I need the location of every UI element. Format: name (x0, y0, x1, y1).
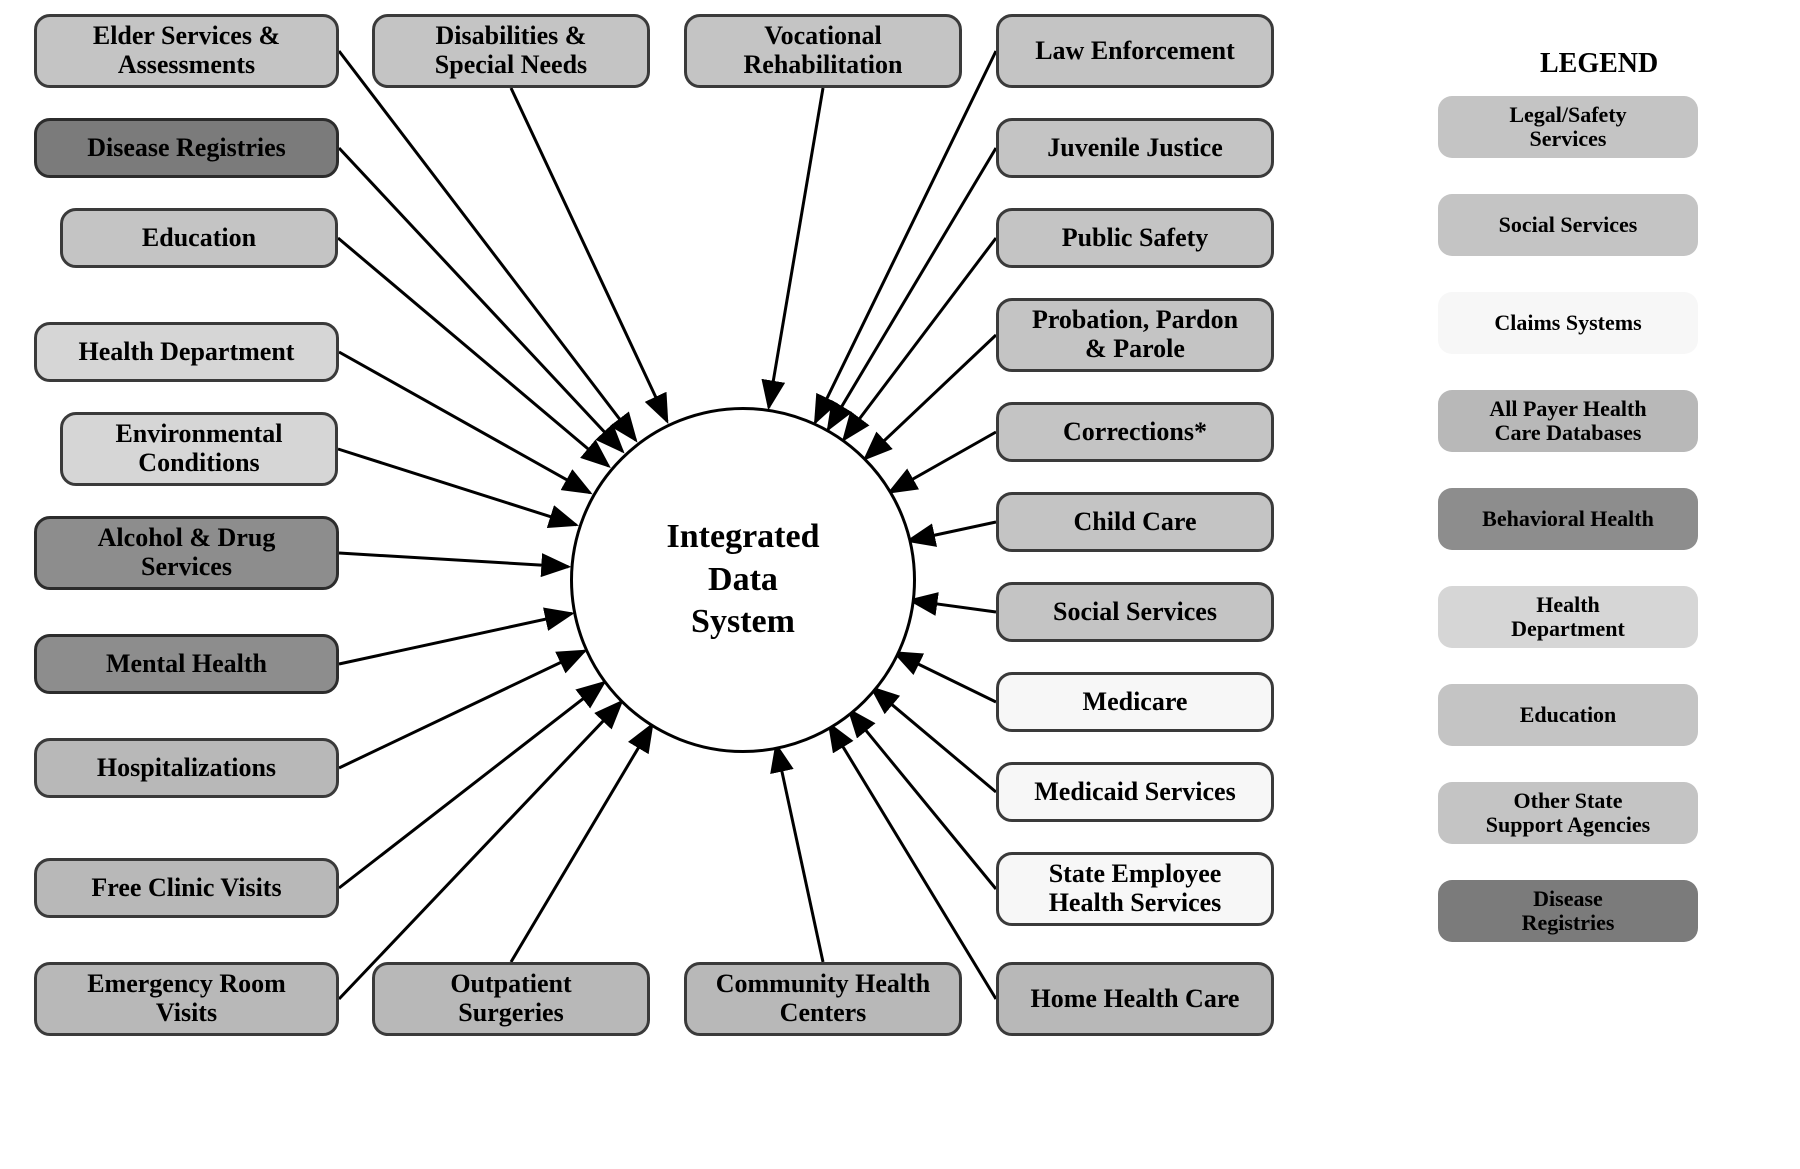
node-elder: Elder Services & Assessments (34, 14, 339, 88)
node-label: Disease Registries (87, 134, 286, 163)
node-label: Probation, Pardon & Parole (1032, 306, 1238, 363)
node-healthdept: Health Department (34, 322, 339, 382)
node-er: Emergency Room Visits (34, 962, 339, 1036)
arrow-childcare (908, 522, 996, 541)
node-label: Corrections* (1063, 418, 1207, 447)
node-label: Free Clinic Visits (91, 874, 281, 903)
node-label: Elder Services & Assessments (93, 22, 280, 79)
legend-item: Legal/Safety Services (1438, 96, 1698, 158)
legend-item: Education (1438, 684, 1698, 746)
node-label: Social Services (1053, 598, 1217, 627)
node-label: Law Enforcement (1035, 37, 1235, 66)
node-law: Law Enforcement (996, 14, 1274, 88)
arrow-medicaid (872, 688, 996, 792)
node-freeclinic: Free Clinic Visits (34, 858, 339, 918)
node-community: Community Health Centers (684, 962, 962, 1036)
arrow-mental (339, 613, 572, 664)
legend-item: Other State Support Agencies (1438, 782, 1698, 844)
node-label: Environmental Conditions (115, 420, 282, 477)
node-label: Mental Health (106, 650, 267, 679)
node-label: Medicare (1083, 688, 1188, 717)
center-circle: Integrated Data System (570, 407, 916, 753)
arrow-envcond (338, 449, 576, 525)
arrow-healthdept (339, 352, 590, 493)
legend-item: Social Services (1438, 194, 1698, 256)
node-disabilities: Disabilities & Special Needs (372, 14, 650, 88)
node-label: Child Care (1073, 508, 1196, 537)
arrow-pubsafety (844, 238, 996, 440)
node-label: Public Safety (1062, 224, 1209, 253)
legend-item: Disease Registries (1438, 880, 1698, 942)
arrow-disease_reg (339, 148, 623, 451)
arrow-law (815, 51, 996, 422)
center-label: Integrated Data System (667, 516, 820, 644)
node-childcare: Child Care (996, 492, 1274, 552)
node-outpatient: Outpatient Surgeries (372, 962, 650, 1036)
node-label: Hospitalizations (97, 754, 276, 783)
legend-item: All Payer Health Care Databases (1438, 390, 1698, 452)
legend-item: Health Department (1438, 586, 1698, 648)
node-label: Outpatient Surgeries (450, 970, 571, 1027)
node-alcohol: Alcohol & Drug Services (34, 516, 339, 590)
node-label: Medicaid Services (1034, 778, 1235, 807)
legend-item-label: Legal/Safety Services (1509, 103, 1626, 151)
node-vocational: Vocational Rehabilitation (684, 14, 962, 88)
node-medicaid: Medicaid Services (996, 762, 1274, 822)
node-disease_reg: Disease Registries (34, 118, 339, 178)
arrow-juvenile (828, 148, 996, 429)
arrow-outpatient (511, 725, 652, 962)
diagram-canvas: Integrated Data System Elder Services & … (0, 0, 1800, 1169)
legend-item-label: Education (1520, 703, 1617, 727)
arrow-community (776, 745, 823, 962)
arrow-vocational (769, 88, 823, 407)
node-juvenile: Juvenile Justice (996, 118, 1274, 178)
legend-item-label: Claims Systems (1494, 311, 1641, 335)
node-label: Home Health Care (1031, 985, 1240, 1014)
node-medicare: Medicare (996, 672, 1274, 732)
arrow-education (338, 238, 609, 466)
arrow-freeclinic (339, 682, 604, 888)
node-label: Juvenile Justice (1047, 134, 1223, 163)
legend-item-label: Health Department (1511, 593, 1625, 641)
legend-title: LEGEND (1540, 48, 1658, 80)
node-stateemp: State Employee Health Services (996, 852, 1274, 926)
arrow-stateemp (849, 710, 996, 889)
node-probation: Probation, Pardon & Parole (996, 298, 1274, 372)
arrow-socialsvc (910, 600, 996, 612)
node-hosp: Hospitalizations (34, 738, 339, 798)
node-label: State Employee Health Services (1049, 860, 1222, 917)
arrow-hosp (339, 651, 585, 768)
node-label: Vocational Rehabilitation (744, 22, 903, 79)
node-homehealth: Home Health Care (996, 962, 1274, 1036)
arrow-corrections (890, 432, 996, 492)
node-mental: Mental Health (34, 634, 339, 694)
legend-item-label: Disease Registries (1522, 887, 1615, 935)
arrow-probation (865, 335, 996, 459)
arrow-alcohol (339, 553, 568, 567)
node-envcond: Environmental Conditions (60, 412, 338, 486)
legend-item-label: Behavioral Health (1482, 507, 1654, 531)
node-corrections: Corrections* (996, 402, 1274, 462)
node-label: Alcohol & Drug Services (98, 524, 276, 581)
legend-item: Claims Systems (1438, 292, 1698, 354)
arrow-homehealth (829, 724, 996, 999)
node-education: Education (60, 208, 338, 268)
node-label: Emergency Room Visits (87, 970, 286, 1027)
arrow-disabilities (511, 88, 667, 421)
legend-item: Behavioral Health (1438, 488, 1698, 550)
node-pubsafety: Public Safety (996, 208, 1274, 268)
node-label: Education (142, 224, 256, 253)
arrow-elder (339, 51, 636, 440)
node-label: Disabilities & Special Needs (435, 22, 587, 79)
legend-item-label: Social Services (1499, 213, 1638, 237)
node-label: Health Department (79, 338, 295, 367)
node-label: Community Health Centers (716, 970, 931, 1027)
node-socialsvc: Social Services (996, 582, 1274, 642)
legend-item-label: Other State Support Agencies (1486, 789, 1650, 837)
arrow-er (339, 702, 622, 999)
legend-item-label: All Payer Health Care Databases (1489, 397, 1646, 445)
arrow-medicare (895, 652, 996, 702)
